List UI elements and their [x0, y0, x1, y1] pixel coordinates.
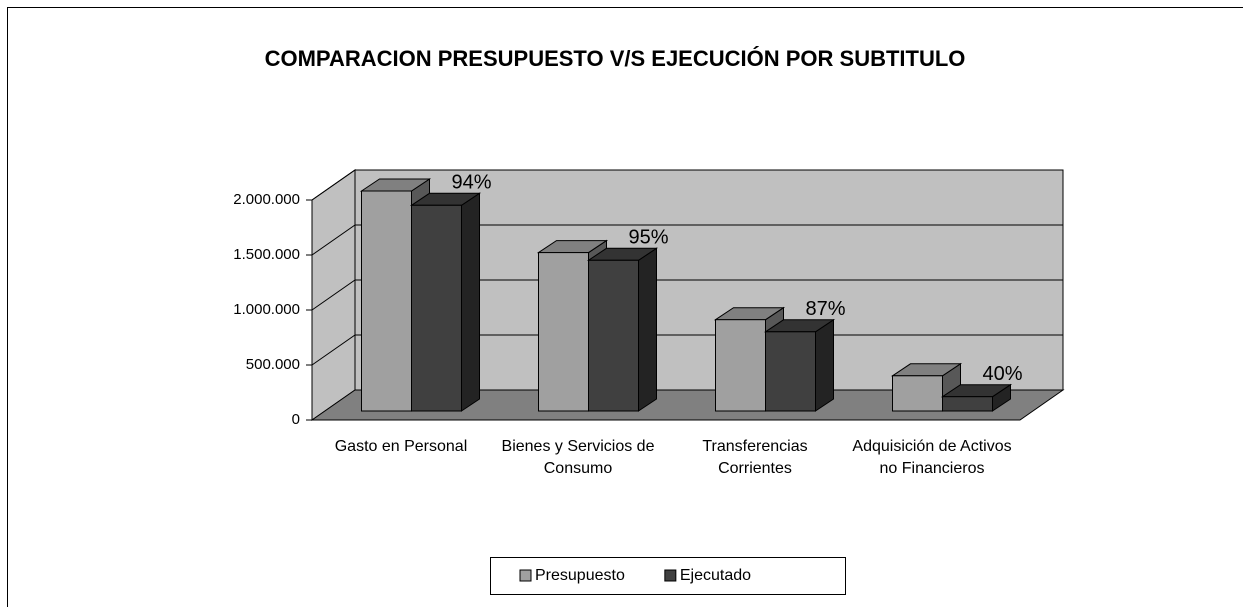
y-tick-label: 1.000.000 [233, 301, 300, 318]
data-annotation: 40% [982, 363, 1022, 385]
bar-side [815, 318, 834, 412]
data-annotation: 87% [805, 298, 845, 320]
x-tick-label: Transferencias Corrientes [702, 438, 808, 477]
data-annotation: 94% [451, 172, 491, 194]
grid-line [311, 224, 1063, 256]
bar [942, 396, 993, 412]
legend-swatch [519, 569, 532, 582]
y-tick-label: 500.000 [246, 356, 300, 373]
bar [538, 252, 589, 412]
legend: Presupuesto Ejecutado [490, 557, 846, 595]
bar [588, 259, 639, 412]
bar-side [461, 192, 480, 412]
x-tick-label: Bienes y Servicios de Consumo [501, 438, 655, 477]
frame [7, 7, 1243, 607]
legend-label: Ejecutado [680, 567, 751, 584]
legend-label: Presupuesto [535, 567, 625, 584]
bar [411, 204, 462, 412]
x-tick-label: Gasto en Personal [334, 438, 468, 455]
floor [310, 389, 1065, 421]
bar [892, 375, 943, 412]
chart-title: COMPARACION PRESUPUESTO V/S EJECUCIÓN PO… [265, 46, 966, 71]
y-tick-label: 0 [292, 411, 300, 428]
bar [361, 190, 412, 412]
grid-line [311, 279, 1063, 311]
bars [359, 178, 1013, 412]
legend-swatch [664, 569, 677, 582]
grid-line [311, 169, 1063, 201]
bar [765, 331, 816, 412]
bar-side [638, 247, 657, 412]
bar [715, 319, 766, 412]
data-annotation: 95% [628, 227, 668, 249]
y-tick-label: 2.000.000 [233, 191, 300, 208]
y-tick-label: 1.500.000 [233, 246, 300, 263]
x-tick-label: Adquisición de Activos no Financieros [852, 438, 1012, 477]
